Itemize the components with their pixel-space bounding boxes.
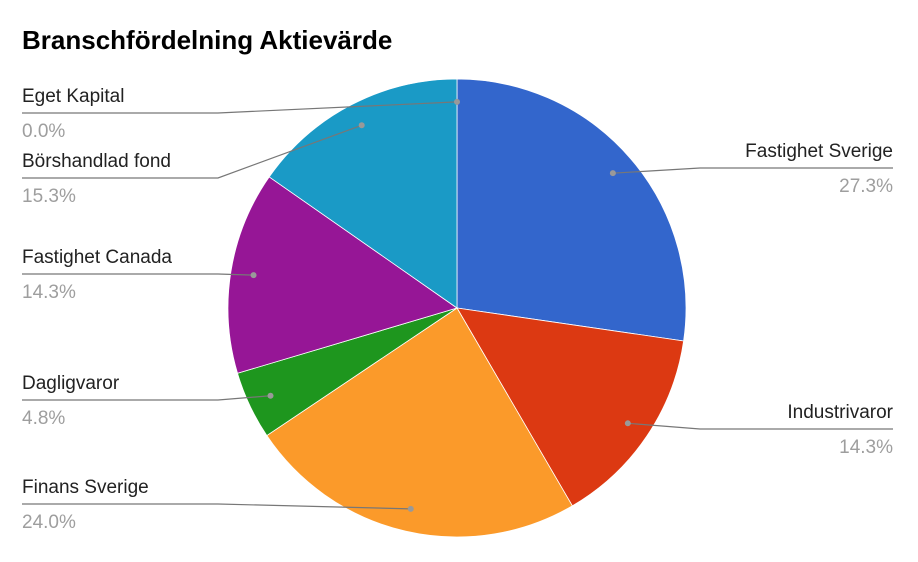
slice-value-label: 14.3% — [839, 437, 893, 458]
slice-label: Börshandlad fond — [22, 151, 171, 172]
slice-label: Dagligvaror — [22, 373, 120, 394]
leader-line — [22, 503, 411, 510]
leader-dot — [624, 420, 631, 427]
slice-value-label: 24.0% — [22, 512, 76, 533]
chart-title: Branschfördelning Aktievärde — [22, 25, 392, 55]
slice-value-label: 27.3% — [839, 176, 893, 197]
slice-value-label: 0.0% — [22, 121, 65, 142]
slice-value-label: 14.3% — [22, 282, 76, 303]
slice-label: Fastighet Canada — [22, 247, 172, 268]
leader-line — [22, 273, 254, 276]
pie-slice — [456, 307, 685, 507]
leader-line — [22, 395, 271, 401]
slice-value-label: 4.8% — [22, 408, 65, 429]
pie-slice — [268, 78, 458, 309]
leader-dot — [250, 272, 257, 279]
pie-slice — [227, 176, 458, 374]
leader-dot — [454, 98, 460, 105]
leader-line — [612, 167, 893, 174]
slice-value-label: 15.3% — [22, 186, 76, 207]
slice-label: Industrivaror — [787, 402, 893, 423]
pie-slice — [456, 78, 687, 342]
leader-dot — [267, 392, 274, 399]
leader-dot — [358, 122, 365, 129]
slice-label: Fastighet Sverige — [745, 141, 893, 162]
slice-label: Eget Kapital — [22, 86, 124, 107]
leader-line — [22, 124, 362, 179]
leader-dot — [407, 505, 414, 512]
pie-slice — [266, 307, 573, 538]
slice-label: Finans Sverige — [22, 477, 149, 498]
leader-line — [627, 422, 893, 430]
leader-dot — [609, 170, 616, 177]
leader-line — [22, 101, 458, 114]
